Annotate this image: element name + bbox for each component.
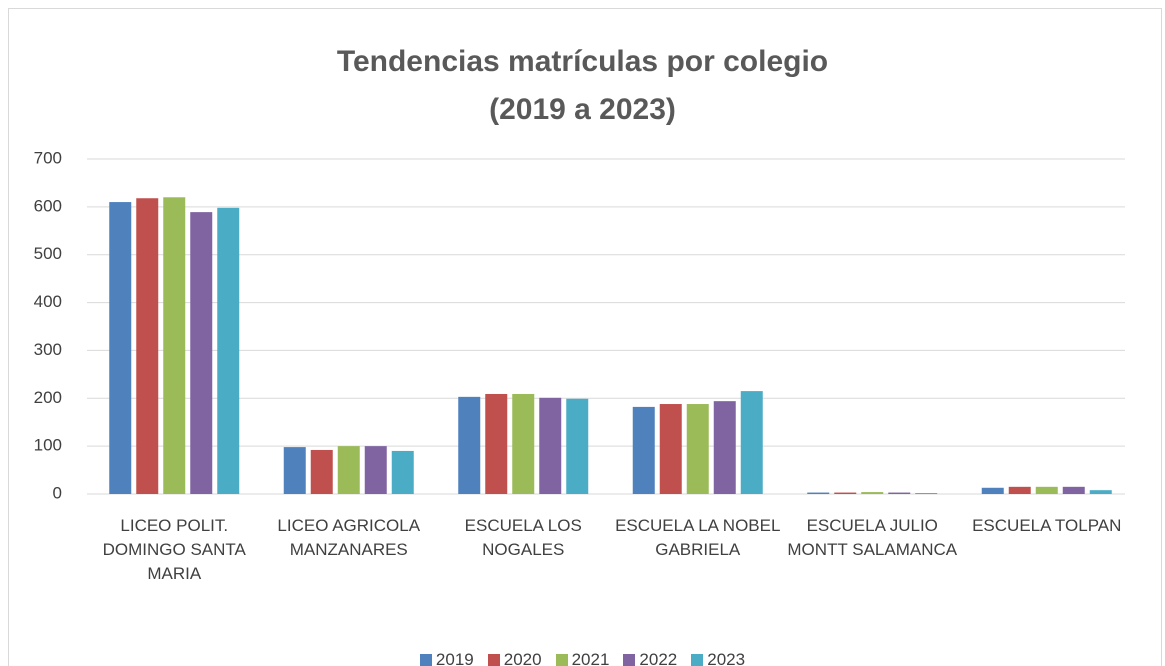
bar: [1062, 486, 1085, 494]
y-tick-label: 400: [34, 292, 62, 311]
legend-label: 2020: [503, 650, 542, 666]
legend-swatch: [487, 654, 500, 666]
bar: [217, 207, 240, 495]
bar: [364, 446, 387, 494]
y-tick-label: 100: [34, 436, 62, 455]
x-tick-label: ESCUELA LOS NOGALES: [464, 516, 582, 559]
legend-swatch: [691, 654, 704, 666]
bar: [888, 492, 911, 494]
bar: [861, 492, 884, 494]
bar: [163, 197, 186, 495]
bar: [686, 404, 709, 494]
bar: [136, 198, 159, 494]
bar: [1035, 486, 1058, 494]
chart-border: [8, 8, 1162, 666]
y-tick-label: 200: [34, 388, 62, 407]
x-tick-label: ESCUELA TOLPAN: [972, 516, 1122, 535]
legend-label: 2019: [435, 650, 474, 666]
y-tick-label: 500: [34, 244, 62, 263]
bar: [566, 398, 589, 494]
y-tick-label: 600: [34, 196, 62, 215]
bar: [109, 202, 132, 495]
bar: [485, 393, 508, 494]
legend-swatch: [555, 654, 568, 666]
legend-item: 2020: [487, 650, 542, 666]
bar: [512, 393, 535, 494]
bar: [310, 449, 333, 494]
legend-item: 2022: [623, 650, 677, 666]
y-tick-label: 300: [34, 340, 62, 359]
bar: [190, 212, 213, 494]
bar: [539, 397, 562, 494]
bar: [632, 406, 655, 494]
bar: [1008, 486, 1031, 494]
bar: [337, 446, 360, 494]
bar: [283, 447, 306, 494]
legend-item: 2023: [691, 650, 745, 666]
bar: [807, 492, 830, 494]
x-tick-label: LICEO POLIT. DOMINGO SANTA MARIA: [102, 516, 246, 583]
bar: [740, 391, 763, 494]
legend-swatch: [419, 654, 432, 666]
x-tick-label: ESCUELA JULIO MONTT SALAMANCA: [787, 516, 958, 559]
legend-item: 2019: [419, 650, 474, 666]
legend-label: 2023: [707, 650, 746, 666]
x-tick-label: LICEO AGRICOLA MANZANARES: [277, 516, 421, 559]
x-tick-label: ESCUELA LA NOBEL GABRIELA: [615, 516, 781, 559]
bar: [659, 404, 682, 494]
bar: [391, 450, 414, 494]
bar: [981, 487, 1004, 494]
y-tick-label: 700: [34, 148, 62, 167]
bar: [458, 396, 481, 494]
bar: [915, 493, 938, 494]
bar: [1089, 490, 1112, 494]
bar: [713, 401, 736, 494]
legend: 2019 2020 2021 2022 2023: [0, 650, 1165, 666]
legend-label: 2021: [571, 650, 610, 666]
legend-label: 2022: [639, 650, 678, 666]
legend-swatch: [623, 654, 636, 666]
chart-title: Tendencias matrículas por colegio (2019 …: [336, 45, 829, 126]
legend-item: 2021: [555, 650, 610, 666]
bar: [834, 492, 857, 494]
y-tick-label: 0: [53, 483, 62, 502]
